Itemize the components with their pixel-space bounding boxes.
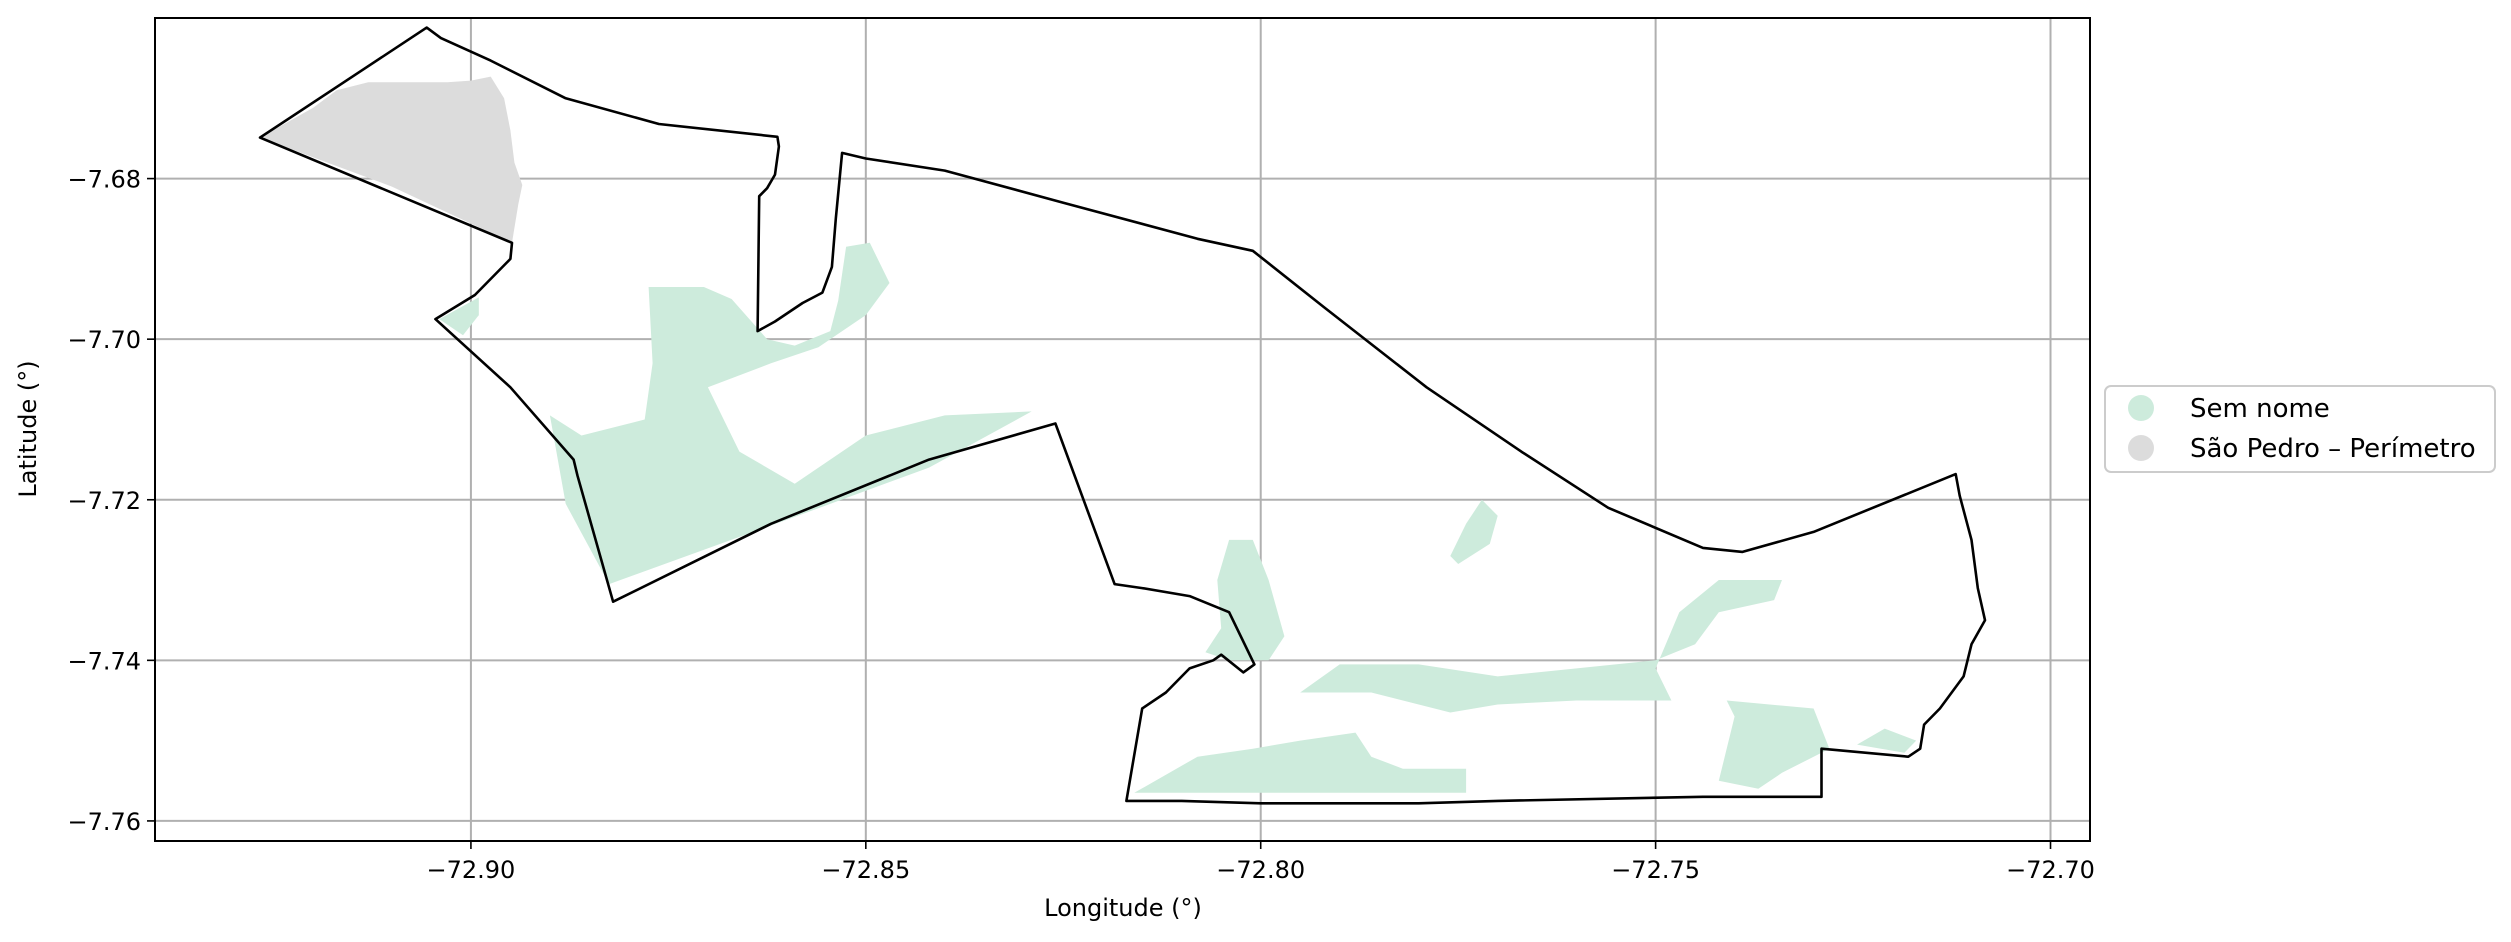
x-tick-label: −72.85 [821,856,910,884]
legend-label-sem-nome: Sem nome [2190,394,2330,424]
x-axis-title: Longitude (°) [1044,894,1202,922]
y-tick-label: −7.72 [67,487,141,515]
region-sem-nome [1134,732,1467,793]
legend-frame [2104,385,2496,473]
region-sem-nome [1300,580,1782,713]
x-tick-label: −72.70 [2006,856,2095,884]
y-tick-label: −7.70 [67,326,141,354]
x-tick-label: −72.80 [1216,856,1305,884]
y-tick-label: −7.74 [67,647,141,675]
region-sem-nome [1857,728,1917,753]
boundary-outline [258,26,1987,805]
y-axis-title: Latitude (°) [14,360,42,497]
region-sem-nome [439,297,479,336]
legend: Sem nome São Pedro – Perímetro [2104,385,2496,473]
region-sem-nome [1450,499,1498,564]
legend-swatch-sao-pedro [2128,435,2154,461]
y-axis-ticks: −7.68 −7.70 −7.72 −7.74 −7.76 [67,166,155,836]
legend-label-sao-pedro: São Pedro – Perímetro [2190,434,2476,464]
grid-lines [155,18,2090,841]
x-tick-label: −72.75 [1611,856,1700,884]
y-tick-label: −7.68 [67,166,141,194]
legend-swatch-sem-nome [2128,395,2154,421]
map-regions [260,76,1917,793]
x-axis-ticks: −72.90 −72.85 −72.80 −72.75 −72.70 [427,841,2095,884]
municipal-boundary [258,26,1987,805]
x-tick-label: −72.90 [427,856,516,884]
y-tick-label: −7.76 [67,808,141,836]
region-sao-pedro-perimetro [260,76,523,243]
region-sem-nome [549,242,1032,585]
plot-frame [154,17,2091,842]
region-sem-nome [1205,539,1285,661]
region-sem-nome [1718,700,1830,789]
